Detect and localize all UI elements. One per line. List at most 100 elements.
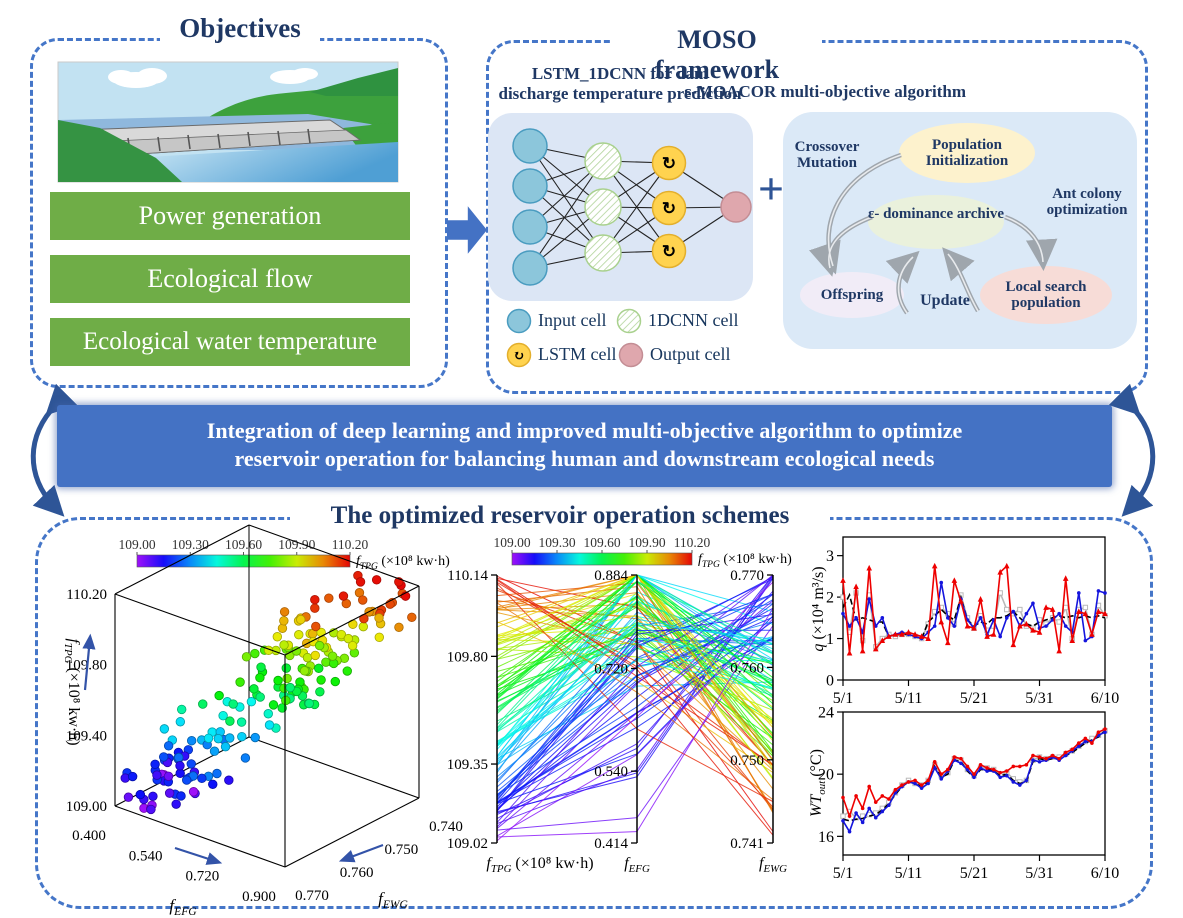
crossover-label: Crossover Mutation bbox=[781, 139, 873, 171]
crossover-line1: Crossover bbox=[794, 139, 860, 155]
flow-arrow-icon bbox=[447, 206, 487, 254]
ant-line1: Ant colony bbox=[1052, 186, 1122, 202]
svg-text:fEWG: fEWG bbox=[759, 855, 787, 875]
svg-text:0.740: 0.740 bbox=[429, 819, 463, 835]
pop-init-label: Population Initialization bbox=[925, 137, 1009, 169]
svg-text:5/11: 5/11 bbox=[895, 690, 923, 707]
svg-text:20: 20 bbox=[818, 767, 834, 784]
svg-text:109.30: 109.30 bbox=[538, 535, 575, 550]
svg-text:0: 0 bbox=[826, 673, 834, 690]
svg-text:110.20: 110.20 bbox=[66, 587, 107, 603]
svg-text:6/10: 6/10 bbox=[1091, 865, 1119, 882]
svg-text:0.414: 0.414 bbox=[594, 836, 628, 852]
nn-title-line1: LSTM_1DCNN for dam bbox=[531, 64, 709, 83]
objective-label-power: Power generation bbox=[138, 201, 322, 230]
left-bracket-icon bbox=[30, 383, 78, 517]
svg-text:0.770: 0.770 bbox=[730, 568, 764, 584]
svg-text:0.900: 0.900 bbox=[242, 889, 276, 905]
moso-title: MOSO framework bbox=[612, 25, 822, 85]
svg-text:5/11: 5/11 bbox=[895, 865, 923, 882]
svg-text:5/21: 5/21 bbox=[960, 690, 988, 707]
ant-line2: optimization bbox=[1046, 202, 1128, 218]
svg-text:109.80: 109.80 bbox=[447, 649, 488, 665]
svg-text:0.750: 0.750 bbox=[730, 753, 764, 769]
plus-icon: + bbox=[757, 163, 785, 214]
pop-init-ellipse bbox=[899, 123, 1035, 183]
integration-banner: Integration of deep learning and improve… bbox=[57, 405, 1112, 487]
svg-text:109.90: 109.90 bbox=[628, 535, 665, 550]
svg-text:↻: ↻ bbox=[662, 242, 676, 261]
pareto-3d-scatter-chart: 109.00 109.30 109.60 109.90 110.20 fTPG (×10⁸… bbox=[62, 524, 463, 918]
svg-text:0.720: 0.720 bbox=[594, 662, 628, 678]
temperature-timeseries-chart: 16 20 24 5/1 5/11 5/21 5/31 6/10 WTout (°C) bbox=[808, 705, 1119, 883]
svg-text:5/1: 5/1 bbox=[833, 865, 853, 882]
svg-text:109.00: 109.00 bbox=[493, 535, 530, 550]
objective-item-flow: Ecological flow bbox=[50, 255, 410, 303]
svg-text:109.40: 109.40 bbox=[66, 728, 107, 744]
nn-title: LSTM_1DCNN for dam discharge temperature… bbox=[486, 64, 754, 104]
svg-text:0.400: 0.400 bbox=[72, 828, 106, 844]
svg-text:↻: ↻ bbox=[662, 154, 676, 173]
banner-line1: Integration of deep learning and improve… bbox=[206, 418, 963, 443]
right-bracket-icon bbox=[1108, 383, 1156, 517]
svg-text:q (×10⁴ m³/s): q (×10⁴ m³/s) bbox=[810, 566, 827, 651]
update-label: Update bbox=[920, 292, 970, 309]
legend-lstm-label: LSTM cell bbox=[538, 344, 617, 364]
objective-item-temperature: Ecological water temperature bbox=[50, 318, 410, 366]
svg-text:1: 1 bbox=[826, 631, 834, 648]
svg-text:fEWG: fEWG bbox=[378, 889, 408, 911]
alg-title: ε-MOACOR multi-objective algorithm bbox=[683, 82, 967, 101]
svg-text:109.35: 109.35 bbox=[447, 757, 488, 773]
input-cell-icon bbox=[506, 308, 532, 334]
legend-output-label: Output cell bbox=[650, 344, 731, 364]
svg-text:fTPG (×10⁸ kw·h): fTPG (×10⁸ kw·h) bbox=[698, 552, 792, 570]
local-search-ellipse bbox=[980, 266, 1112, 324]
svg-text:0.750: 0.750 bbox=[384, 842, 418, 858]
svg-text:6/10: 6/10 bbox=[1091, 690, 1119, 707]
svg-text:5/1: 5/1 bbox=[833, 690, 853, 707]
svg-text:0.884: 0.884 bbox=[594, 568, 628, 584]
svg-text:109.60: 109.60 bbox=[583, 535, 620, 550]
svg-text:fTPG (×10⁸ kw·h): fTPG (×10⁸ kw·h) bbox=[486, 855, 593, 875]
svg-text:109.90: 109.90 bbox=[278, 537, 315, 552]
archive-ellipse bbox=[868, 195, 1004, 249]
crossover-line2: Mutation bbox=[797, 155, 857, 171]
svg-text:fEFG: fEFG bbox=[624, 855, 650, 875]
svg-text:109.02: 109.02 bbox=[447, 836, 488, 852]
cloud-icon bbox=[108, 68, 318, 88]
svg-text:109.00: 109.00 bbox=[118, 537, 155, 552]
svg-text:0.760: 0.760 bbox=[340, 865, 374, 881]
local-search-label: Local search population bbox=[1005, 279, 1087, 311]
objectives-title: Objectives bbox=[160, 13, 320, 44]
svg-text:fTPG (×10⁸ kw·h): fTPG (×10⁸ kw·h) bbox=[356, 554, 450, 572]
reservoir-illustration bbox=[57, 61, 399, 183]
svg-text:109.60: 109.60 bbox=[225, 537, 262, 552]
lstm-cell-icon: ↻ bbox=[506, 342, 532, 368]
svg-text:0.540: 0.540 bbox=[594, 764, 628, 780]
archive-label: ε- dominance archive bbox=[867, 206, 1005, 222]
svg-text:5/31: 5/31 bbox=[1025, 690, 1053, 707]
results-title: The optimized reservoir operation scheme… bbox=[290, 502, 830, 530]
svg-text:24: 24 bbox=[818, 705, 834, 722]
svg-text:110.20: 110.20 bbox=[674, 535, 711, 550]
svg-text:110.20: 110.20 bbox=[332, 537, 369, 552]
svg-text:2: 2 bbox=[826, 590, 834, 607]
legend-input-label: Input cell bbox=[538, 310, 607, 330]
svg-text:5/31: 5/31 bbox=[1025, 865, 1053, 882]
svg-text:16: 16 bbox=[818, 829, 834, 846]
nn-title-line2: discharge temperature prediction bbox=[498, 84, 742, 103]
svg-text:0.540: 0.540 bbox=[129, 848, 163, 864]
objective-label-flow: Ecological flow bbox=[147, 264, 313, 293]
nn-legend: Input cell 1DCNN cell ↻ LSTM cell Output… bbox=[492, 306, 762, 370]
ant-colony-label: Ant colony optimization bbox=[1030, 186, 1144, 218]
svg-text:0.760: 0.760 bbox=[730, 660, 764, 676]
offspring-ellipse bbox=[800, 272, 904, 318]
svg-text:5/21: 5/21 bbox=[960, 865, 988, 882]
svg-text:109.00: 109.00 bbox=[66, 799, 107, 815]
svg-text:↻: ↻ bbox=[513, 349, 525, 364]
cnn-cell-icon bbox=[616, 308, 642, 334]
discharge-timeseries-chart: 0 1 2 3 5/1 5/11 5/21 5/31 6/10 q (×10⁴ m³/s) bbox=[810, 536, 1119, 707]
legend-cnn-label: 1DCNN cell bbox=[648, 310, 739, 330]
svg-text:3: 3 bbox=[826, 548, 834, 565]
